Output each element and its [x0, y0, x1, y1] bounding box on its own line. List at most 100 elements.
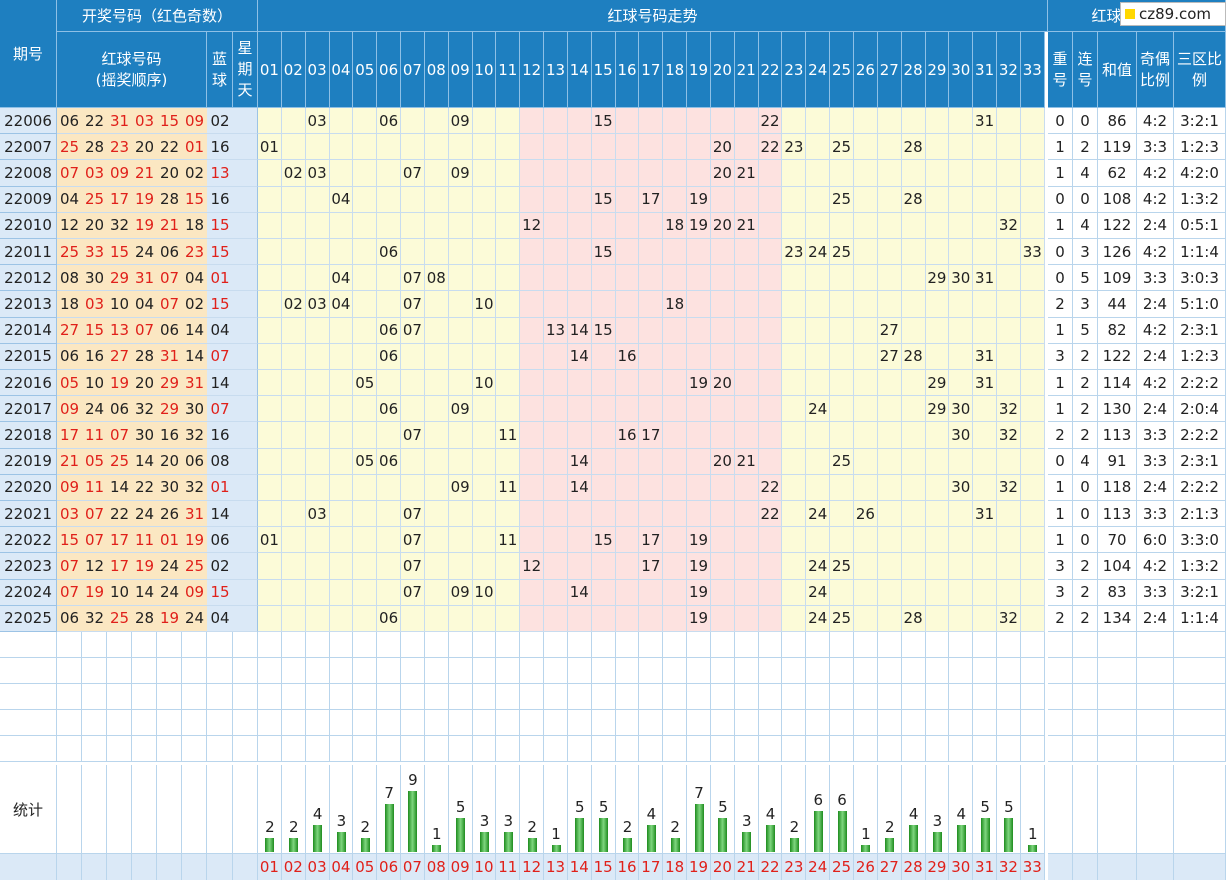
- trend-hit-06: 06: [377, 239, 402, 266]
- logo-square-icon: [1125, 9, 1135, 19]
- trend-cell: [877, 396, 902, 423]
- empty-cell: [258, 658, 282, 684]
- red-ball: 20: [132, 134, 157, 161]
- bar-value-label: 4: [312, 804, 323, 823]
- header-repeat: 重号: [1048, 32, 1073, 108]
- bottom-col-label: 09: [448, 854, 473, 880]
- trend-cell: [472, 186, 497, 213]
- empty-cell: [973, 736, 998, 762]
- trend-cell: [663, 239, 688, 266]
- trend-cell: [329, 108, 354, 135]
- empty-cell: [353, 658, 378, 684]
- trend-cell: [305, 343, 330, 370]
- issue-number: 22007: [0, 134, 57, 161]
- trend-cell: [520, 605, 545, 632]
- trend-cell: [1020, 422, 1045, 449]
- trend-cell: [901, 553, 926, 580]
- red-ball: 20: [157, 160, 182, 187]
- trend-cell: [424, 422, 449, 449]
- trend-cell: [758, 343, 783, 370]
- trend-cell: [401, 108, 425, 135]
- red-ball: 32: [182, 474, 207, 501]
- header-col-27: 27: [877, 32, 902, 108]
- empty-cell: [806, 632, 831, 658]
- trend-hit-06: 06: [377, 108, 402, 135]
- empty-cell: [424, 658, 449, 684]
- blue-ball: 14: [207, 370, 233, 397]
- trend-cell: [472, 448, 497, 475]
- sum-value: 70: [1098, 527, 1137, 554]
- empty-cell: [329, 632, 354, 658]
- red-ball: 14: [132, 579, 157, 606]
- trend-cell: [258, 396, 282, 423]
- trend-cell: [305, 265, 330, 292]
- empty-cell: [82, 736, 107, 762]
- empty-cell: [207, 684, 233, 710]
- red-ball: 03: [82, 291, 107, 318]
- empty-cell: [281, 710, 306, 736]
- trend-cell: [448, 291, 473, 318]
- trend-cell: [782, 212, 807, 239]
- trend-cell: [758, 605, 783, 632]
- empty-cell: [710, 736, 735, 762]
- bar-02: [289, 838, 299, 852]
- trend-cell: [472, 527, 497, 554]
- trend-cell: [854, 474, 878, 501]
- trend-cell: [734, 605, 759, 632]
- stats-empty: [157, 765, 182, 854]
- repeat-count: 3: [1048, 553, 1073, 580]
- red-ball: 10: [82, 370, 107, 397]
- trend-cell: [687, 448, 711, 475]
- trend-cell: [997, 343, 1021, 370]
- bar-24: [813, 811, 823, 852]
- empty-cell: [710, 632, 735, 658]
- trend-cell: [496, 134, 521, 161]
- empty-cell: [973, 684, 998, 710]
- empty-cell: [663, 632, 688, 658]
- trend-cell: [687, 422, 711, 449]
- empty-cell: [520, 684, 545, 710]
- repeat-count: 0: [1048, 186, 1073, 213]
- trend-cell: [925, 291, 950, 318]
- issue-number: 22016: [0, 370, 57, 397]
- bar-09: [456, 818, 466, 852]
- trend-cell: [544, 579, 568, 606]
- empty-cell: [973, 632, 998, 658]
- trend-hit-04: 04: [329, 291, 354, 318]
- odd-even-ratio: 3:3: [1137, 134, 1174, 161]
- repeat-count: 2: [1048, 605, 1073, 632]
- trend-cell: [925, 553, 950, 580]
- odd-even-ratio: 2:4: [1137, 605, 1174, 632]
- header-col-23: 23: [782, 32, 807, 108]
- trend-cell: [877, 134, 902, 161]
- odd-even-ratio: 4:2: [1137, 370, 1174, 397]
- trend-cell: [567, 212, 592, 239]
- site-logo[interactable]: cz89.com: [1120, 2, 1226, 26]
- consecutive-count: 0: [1073, 186, 1098, 213]
- repeat-count: 1: [1048, 317, 1073, 344]
- empty-cell: [258, 736, 282, 762]
- trend-cell: [639, 501, 664, 528]
- bottom-empty: [157, 854, 182, 880]
- bar-value-label: 2: [884, 818, 895, 837]
- trend-cell: [472, 317, 497, 344]
- empty-cell: [544, 736, 568, 762]
- trend-cell: [758, 265, 783, 292]
- red-ball: 10: [107, 291, 132, 318]
- trend-hit-18: 18: [663, 291, 688, 318]
- trend-cell: [854, 186, 878, 213]
- empty-cell: [639, 658, 664, 684]
- trend-cell: [329, 474, 354, 501]
- red-ball: 07: [82, 501, 107, 528]
- trend-cell: [663, 527, 688, 554]
- empty-cell: [830, 736, 854, 762]
- trend-cell: [496, 579, 521, 606]
- bar-value-label: 2: [527, 818, 537, 837]
- trend-cell: [377, 160, 402, 187]
- trend-cell: [329, 370, 354, 397]
- weekday-cell: [233, 160, 258, 187]
- trend-cell: [806, 212, 831, 239]
- trend-cell: [448, 343, 473, 370]
- trend-cell: [329, 160, 354, 187]
- trend-cell: [901, 370, 926, 397]
